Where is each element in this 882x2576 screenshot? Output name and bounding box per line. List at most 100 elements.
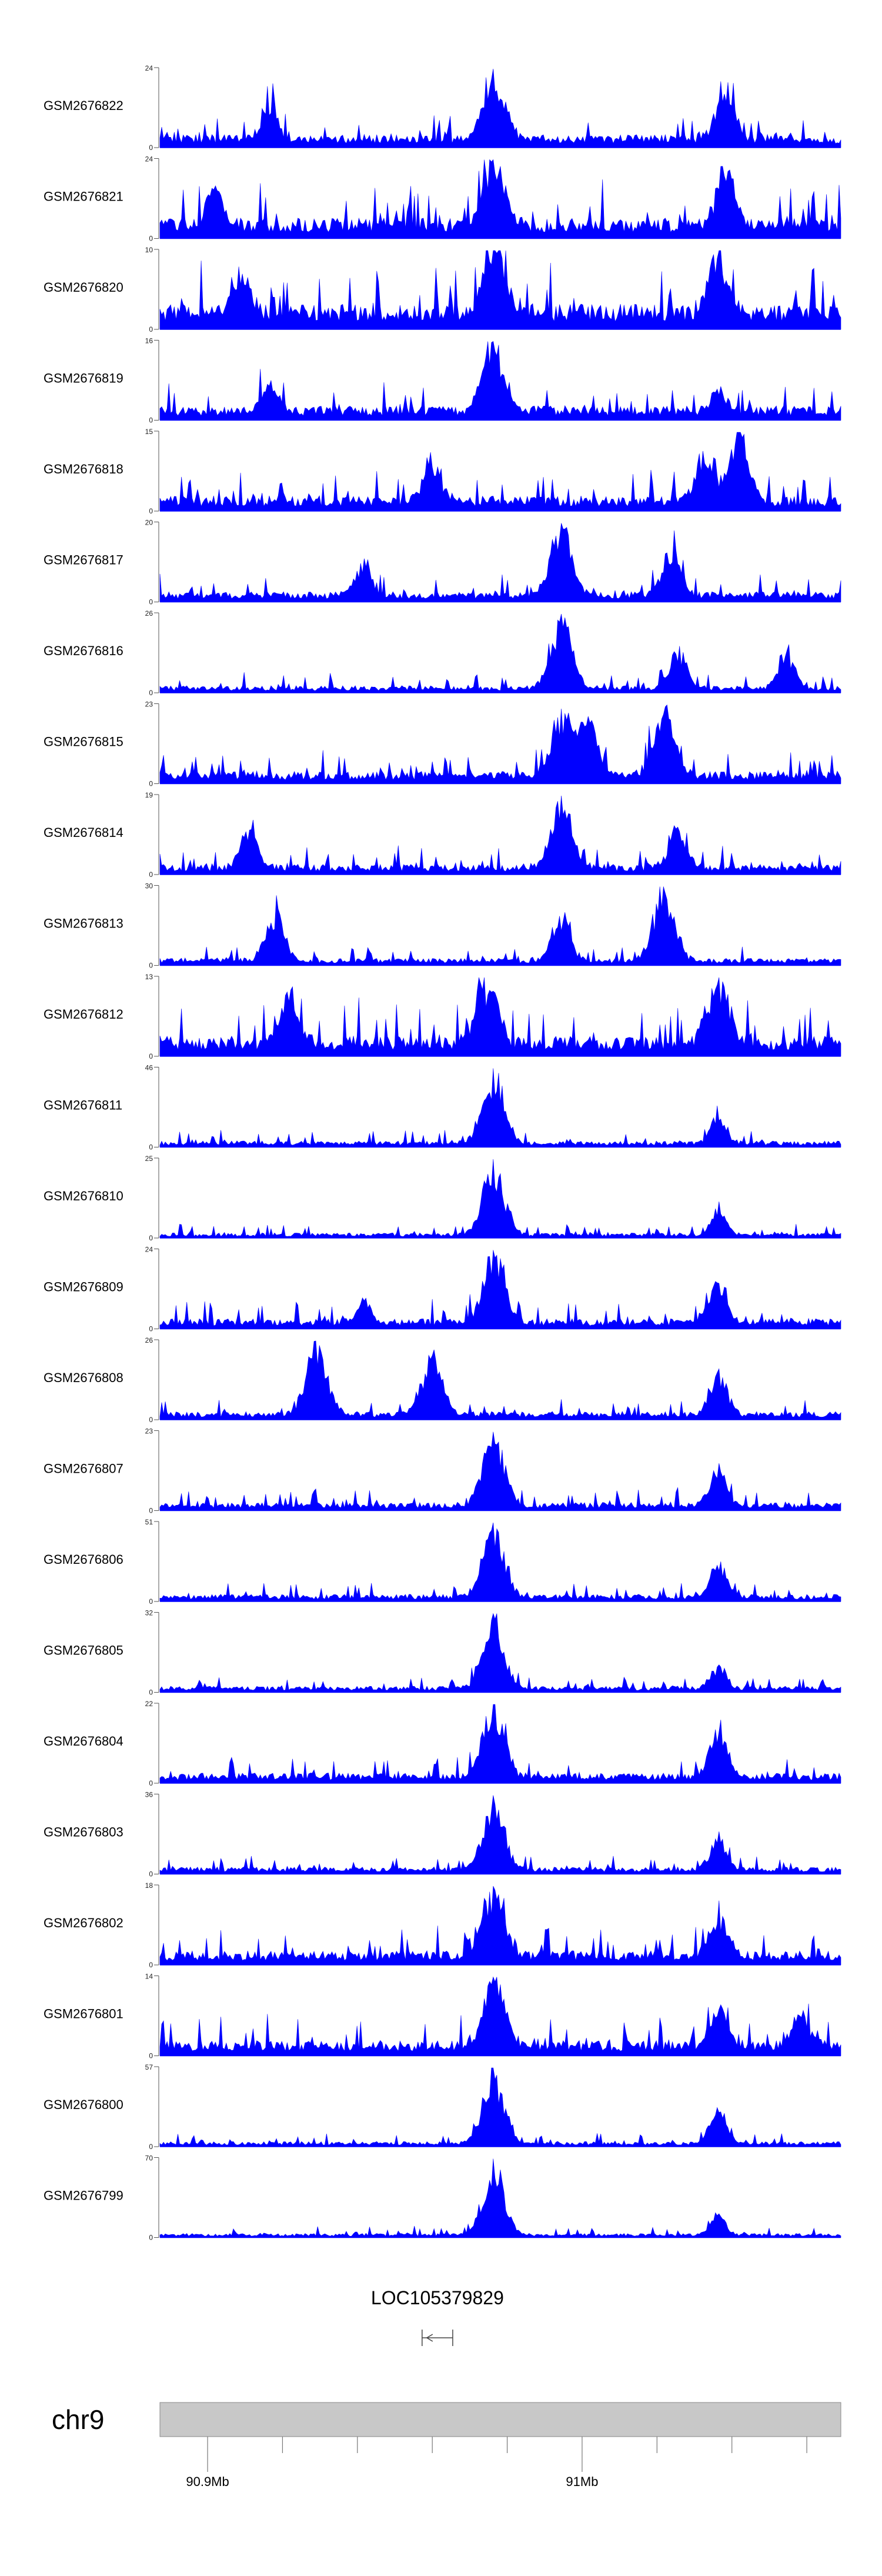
coverage-area [159,1159,841,1239]
track-label: GSM2676800 [44,2097,123,2112]
y-tick-label-min: 0 [149,689,153,697]
track-label: GSM2676806 [44,1552,123,1567]
coverage-track: GSM2676817 20 0 [44,519,841,606]
y-tick-label-max: 16 [145,337,153,345]
coverage-track: GSM2676819 16 0 [44,337,841,425]
chromosome-bar [159,2402,841,2437]
coverage-track: GSM2676799 70 0 [44,2154,841,2242]
track-label: GSM2676814 [44,825,123,840]
y-tick-label-min: 0 [149,235,153,243]
y-tick-label-max: 24 [145,155,153,163]
y-tick-label-max: 20 [145,519,153,527]
coverage-area [159,1704,841,1784]
coverage-area [159,1250,841,1329]
y-tick-label-min: 0 [149,1325,153,1333]
y-tick-label-max: 19 [145,791,153,799]
y-tick-label-min: 0 [149,1143,153,1152]
coverage-track: GSM2676809 24 0 [44,1246,841,1333]
y-tick-label-min: 0 [149,1416,153,1424]
coverage-area [159,432,841,512]
coverage-track: GSM2676813 30 0 [44,882,841,970]
track-label: GSM2676810 [44,1189,123,1203]
coverage-track: GSM2676815 23 0 [44,700,841,788]
coverage-track: GSM2676812 13 0 [44,973,841,1060]
y-tick-label-min: 0 [149,2052,153,2060]
track-label: GSM2676816 [44,643,123,658]
track-label: GSM2676815 [44,735,123,749]
y-tick-label-max: 51 [145,1518,153,1526]
y-tick-label-min: 0 [149,1779,153,1787]
y-tick-label-max: 57 [145,2063,153,2071]
y-tick-label-min: 0 [149,780,153,788]
y-tick-label-min: 0 [149,2143,153,2151]
y-tick-label-min: 0 [149,507,153,515]
track-label: GSM2676808 [44,1370,123,1385]
y-tick-label-min: 0 [149,1234,153,1242]
y-tick-label-min: 0 [149,325,153,333]
coverage-area [159,2067,841,2147]
coverage-area [159,523,841,602]
y-tick-label-max: 13 [145,973,153,981]
track-label: GSM2676801 [44,2007,123,2021]
track-label: GSM2676807 [44,1461,123,1476]
y-tick-label-max: 23 [145,700,153,709]
y-tick-label-min: 0 [149,870,153,879]
track-label: GSM2676811 [44,1098,122,1113]
gene-label: LOC105379829 [371,2287,504,2308]
y-tick-label-max: 70 [145,2154,153,2163]
y-tick-label-max: 10 [145,246,153,254]
track-label: GSM2676799 [44,2188,123,2203]
coverage-track: GSM2676802 18 0 [44,1881,841,1969]
track-label: GSM2676818 [44,462,123,476]
coverage-track: GSM2676805 32 0 [44,1609,841,1697]
coverage-track: GSM2676810 25 0 [44,1154,841,1242]
y-tick-label-max: 15 [145,428,153,436]
coverage-track: GSM2676804 22 0 [44,1700,841,1787]
y-tick-label-max: 22 [145,1700,153,1708]
tick-label: 91Mb [566,2474,598,2489]
y-tick-label-max: 24 [145,64,153,72]
y-tick-label-max: 23 [145,1427,153,1436]
coverage-track: GSM2676814 19 0 [44,791,841,879]
track-label: GSM2676819 [44,371,123,386]
track-label: GSM2676820 [44,280,123,295]
track-label: GSM2676803 [44,1825,123,1840]
coverage-track: GSM2676807 23 0 [44,1427,841,1515]
coverage-area [159,795,841,875]
y-tick-label-min: 0 [149,1052,153,1060]
coverage-area [159,159,841,239]
y-tick-label-max: 18 [145,1881,153,1890]
coverage-track: GSM2676806 51 0 [44,1518,841,1606]
track-label: GSM2676821 [44,189,123,204]
track-label: GSM2676812 [44,1007,123,1022]
y-tick-label-max: 32 [145,1609,153,1617]
coverage-track: GSM2676811 46 0 [44,1064,841,1152]
y-tick-label-min: 0 [149,144,153,152]
y-tick-label-max: 26 [145,1336,153,1344]
coverage-track: GSM2676816 26 0 [44,609,841,697]
coverage-area [159,341,841,421]
coverage-area [159,1886,841,1966]
chromosome-axis: chr9 90.9Mb 91Mb [52,2402,841,2489]
track-label: GSM2676809 [44,1280,123,1294]
coverage-track: GSM2676818 15 0 [44,428,841,515]
track-label: GSM2676817 [44,553,123,568]
coverage-track: GSM2676808 26 0 [44,1336,841,1424]
y-tick-label-min: 0 [149,1597,153,1606]
chromosome-label: chr9 [52,2404,104,2435]
coverage-area [159,1068,841,1147]
coverage-area [159,977,841,1057]
y-tick-label-max: 14 [145,1973,153,1981]
y-tick-label-max: 46 [145,1064,153,1072]
coverage-area [159,1976,841,2056]
coverage-area [159,1522,841,1602]
track-label: GSM2676805 [44,1643,123,1658]
coverage-track: GSM2676803 36 0 [44,1791,841,1878]
coverage-area [159,68,841,148]
track-label: GSM2676813 [44,916,123,931]
y-tick-label-max: 26 [145,609,153,618]
y-tick-label-max: 25 [145,1154,153,1163]
coverage-area [159,1795,841,1874]
coverage-area [159,704,841,784]
